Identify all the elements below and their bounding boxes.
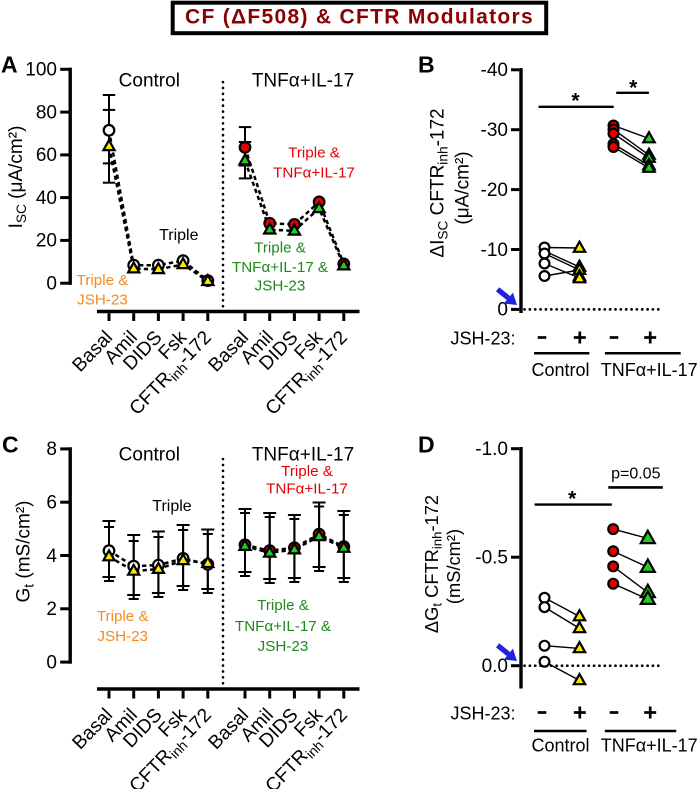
svg-text:JSH-23: JSH-23 — [258, 638, 309, 655]
svg-text:Triple &: Triple & — [254, 240, 306, 257]
svg-text:A: A — [1, 52, 18, 78]
svg-text:-10: -10 — [481, 240, 508, 261]
svg-text:TNFα+IL-17 &: TNFα+IL-17 & — [235, 618, 331, 635]
svg-text:*: * — [629, 77, 638, 100]
svg-text:JSH-23: JSH-23 — [255, 278, 306, 295]
svg-text:40: 40 — [36, 188, 57, 209]
svg-text:Triple &: Triple & — [97, 608, 149, 625]
svg-text:2: 2 — [46, 599, 57, 620]
svg-text:(μA/cm²): (μA/cm²) — [453, 151, 474, 224]
svg-text:8: 8 — [46, 439, 57, 460]
svg-text:TNFα+IL-17: TNFα+IL-17 — [601, 360, 698, 380]
svg-text:JSH-23: JSH-23 — [77, 292, 128, 309]
svg-text:*: * — [568, 488, 577, 511]
svg-text:*: * — [571, 90, 580, 113]
svg-text:TNFα+IL-17: TNFα+IL-17 — [601, 736, 698, 756]
svg-text:TNFα+IL-17: TNFα+IL-17 — [273, 165, 355, 182]
svg-text:60: 60 — [36, 145, 57, 166]
svg-text:Triple: Triple — [152, 498, 192, 515]
svg-text:ISC (μA/cm²): ISC (μA/cm²) — [6, 126, 29, 229]
svg-text:-1.0: -1.0 — [475, 439, 508, 460]
svg-text:B: B — [418, 52, 435, 78]
svg-text:ΔGt CFTRinh-172: ΔGt CFTRinh-172 — [421, 495, 445, 633]
svg-text:C: C — [2, 432, 19, 458]
svg-text:D: D — [418, 432, 435, 458]
svg-text:(mS/cm²): (mS/cm²) — [443, 529, 464, 604]
svg-text:-20: -20 — [481, 180, 508, 201]
svg-text:Triple &: Triple & — [288, 144, 340, 161]
svg-text:20: 20 — [36, 231, 57, 252]
svg-text:Triple: Triple — [159, 227, 199, 244]
svg-text:TNFα+IL-17 &: TNFα+IL-17 & — [232, 259, 328, 276]
svg-text:0: 0 — [497, 300, 508, 321]
svg-text:0: 0 — [46, 274, 57, 295]
svg-text:p=0.05: p=0.05 — [611, 466, 660, 483]
svg-text:Control: Control — [119, 445, 180, 466]
svg-text:-0.5: -0.5 — [475, 548, 508, 569]
svg-text:-40: -40 — [481, 60, 508, 81]
svg-text:JSH-23: JSH-23 — [97, 628, 148, 645]
svg-text:TNFα+IL-17: TNFα+IL-17 — [266, 481, 348, 498]
svg-text:80: 80 — [36, 102, 57, 123]
svg-text:Triple &: Triple & — [77, 272, 129, 289]
svg-text:4: 4 — [46, 546, 57, 567]
svg-text:Gt (mS/cm²): Gt (mS/cm²) — [14, 501, 37, 603]
svg-text:Control: Control — [119, 71, 180, 92]
svg-text:Triple &: Triple & — [257, 597, 309, 614]
svg-text:JSH-23:: JSH-23: — [450, 704, 515, 724]
svg-text:Triple &: Triple & — [281, 463, 333, 480]
svg-text:-30: -30 — [481, 120, 508, 141]
svg-text:TNFα+IL-17: TNFα+IL-17 — [252, 445, 354, 466]
svg-text:Control: Control — [531, 736, 589, 756]
svg-text:Control: Control — [531, 360, 589, 380]
svg-text:0: 0 — [46, 652, 57, 673]
svg-text:6: 6 — [46, 493, 57, 514]
svg-text:ΔISC CFTRinh-172: ΔISC CFTRinh-172 — [428, 108, 451, 257]
svg-text:TNFα+IL-17: TNFα+IL-17 — [252, 71, 354, 92]
svg-text:CF (ΔF508) & CFTR Modulators: CF (ΔF508) & CFTR Modulators — [185, 6, 534, 29]
svg-text:JSH-23:: JSH-23: — [450, 329, 515, 349]
svg-text:0.0: 0.0 — [482, 656, 508, 677]
svg-text:100: 100 — [25, 60, 57, 81]
